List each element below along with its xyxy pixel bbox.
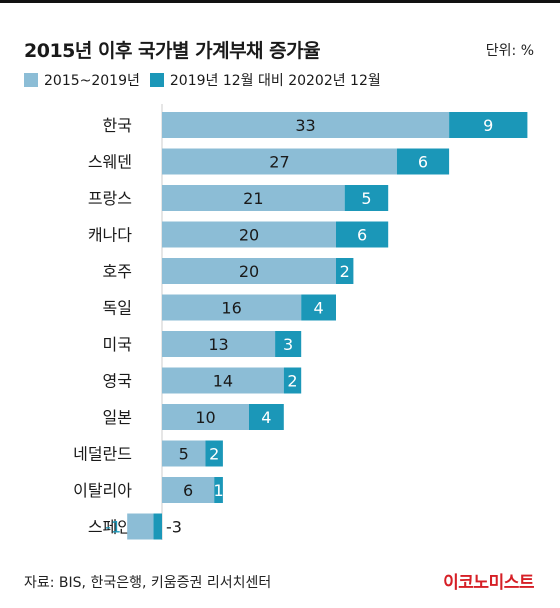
- bar-series1: [162, 331, 276, 357]
- data-label-series1: 20: [239, 262, 259, 281]
- data-label-series1: 13: [208, 335, 228, 354]
- category-label: 영국: [103, 372, 132, 391]
- data-label-series2: -1: [105, 518, 121, 537]
- bar-series1: [162, 367, 284, 394]
- unit-label: 단위: %: [485, 43, 534, 59]
- bar-series1: [162, 404, 249, 430]
- bar-series2: [275, 331, 302, 357]
- data-label-series1: 27: [269, 153, 289, 172]
- data-label-series2: 5: [361, 189, 371, 208]
- bar-series1: [162, 477, 215, 503]
- data-label-series1: 16: [221, 299, 241, 318]
- bar-series2: [396, 148, 450, 175]
- bar-series2: [214, 477, 223, 503]
- data-label-series2: 3: [283, 335, 293, 354]
- bar-series2: [336, 258, 354, 284]
- bar-series1: [162, 185, 345, 211]
- bar-series1: [162, 221, 336, 248]
- bar-series1: [162, 148, 397, 175]
- data-label-series2: 4: [261, 408, 271, 427]
- category-label: 한국: [103, 116, 132, 135]
- category-label: 캐나다: [88, 226, 132, 245]
- top-rule: [0, 0, 560, 3]
- legend-item-series1: 2015~2019년: [24, 70, 140, 90]
- legend-swatch-series2: [149, 73, 164, 87]
- bar-series1: [162, 440, 206, 467]
- category-label: 스웨덴: [88, 153, 132, 172]
- bar-series1: [162, 112, 450, 138]
- bar-series1: [162, 258, 336, 284]
- bar-series1: [162, 294, 302, 321]
- category-label: 이탈리아: [73, 481, 132, 500]
- legend-label-series1: 2015~2019년: [44, 73, 140, 89]
- data-label-series1: -3: [166, 518, 182, 537]
- category-label: 미국: [103, 335, 132, 354]
- data-label-series1: 6: [183, 481, 193, 500]
- bar-series1: [127, 513, 154, 540]
- legend-swatch-series1: [24, 73, 38, 87]
- chart-title: 2015년 이후 국가별 가계부채 증가율: [24, 40, 321, 62]
- data-label-series2: 9: [483, 116, 493, 135]
- category-label: 네덜란드: [73, 445, 132, 464]
- data-label-series2: 2: [340, 262, 350, 281]
- data-label-series2: 2: [287, 372, 297, 391]
- data-label-series2: 6: [357, 226, 367, 245]
- bar-series2: [205, 440, 223, 467]
- category-label: 독일: [103, 299, 132, 318]
- source-note: 자료: BIS, 한국은행, 키움증권 리서치센터: [24, 575, 272, 591]
- data-label-series1: 14: [213, 372, 233, 391]
- bar-series2: [153, 513, 162, 540]
- bar-series2: [249, 404, 284, 430]
- category-label: 스페인: [88, 518, 132, 537]
- legend-item-series2: 2019년 12월 대비 20202년 12월: [149, 70, 381, 90]
- data-label-series1: 20: [239, 226, 259, 245]
- data-label-series1: 33: [295, 116, 315, 135]
- data-label-series1: 21: [243, 189, 263, 208]
- bar-series2: [301, 294, 336, 321]
- bar-series2: [336, 221, 389, 248]
- category-label: 일본: [103, 408, 132, 427]
- category-label: 호주: [103, 262, 132, 281]
- bar-series2: [449, 112, 528, 138]
- category-label: 프랑스: [88, 189, 132, 208]
- bar-series2: [283, 367, 302, 394]
- data-label-series2: 2: [209, 445, 219, 464]
- data-label-series2: 4: [314, 299, 324, 318]
- bar-series2: [344, 185, 389, 211]
- brand-logo: 이코노미스트: [443, 573, 534, 593]
- data-label-series1: 5: [179, 445, 189, 464]
- data-label-series1: 10: [195, 408, 215, 427]
- data-label-series2: 1: [213, 481, 223, 500]
- legend: 2015~2019년 2019년 12월 대비 20202년 12월: [24, 70, 391, 90]
- data-label-series2: 6: [418, 153, 428, 172]
- legend-label-series2: 2019년 12월 대비 20202년 12월: [169, 73, 381, 89]
